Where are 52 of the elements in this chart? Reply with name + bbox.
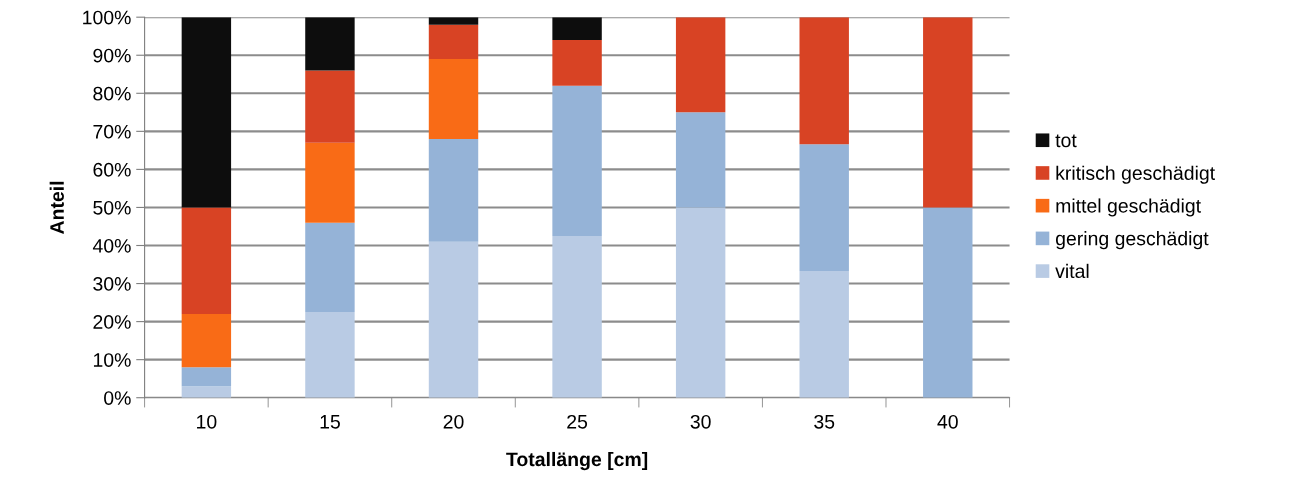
x-tick-label: 40 — [937, 414, 958, 429]
y-tick-label: 40% — [92, 238, 131, 253]
bar — [305, 70, 355, 143]
y-tick-label: 60% — [93, 162, 131, 177]
y-tick-label: 80% — [93, 86, 131, 101]
bar — [181, 367, 232, 387]
bar — [181, 207, 232, 314]
x-tick-label: 20 — [443, 414, 464, 429]
bar — [428, 17, 479, 25]
bar — [923, 17, 973, 208]
bar — [305, 17, 355, 71]
y-tick-label: 0% — [104, 391, 131, 405]
y-tick-label: 90% — [93, 48, 131, 63]
bar — [799, 17, 849, 145]
bar — [305, 222, 355, 313]
bar — [305, 142, 355, 223]
x-tick-label: 10 — [197, 414, 217, 429]
legend-label: mittel geschädigt — [1056, 198, 1201, 217]
y-tick-label: 10% — [93, 353, 131, 367]
bar — [675, 112, 726, 208]
bar — [923, 207, 973, 398]
x-tick-label: 35 — [814, 414, 835, 429]
y-axis-title: Anteil — [49, 181, 64, 234]
legend-label: gering geschädigt — [1055, 231, 1209, 250]
bar — [428, 241, 479, 398]
y-tick-label: 70% — [93, 124, 131, 139]
bar — [552, 235, 602, 398]
bar — [181, 17, 232, 208]
x-tick-label: 25 — [567, 414, 588, 429]
x-axis-title: Totallänge [cm] — [506, 451, 648, 471]
bar — [428, 24, 479, 60]
y-tick-label: 30% — [93, 277, 131, 291]
bar — [181, 386, 232, 398]
y-tick-label: 100% — [83, 10, 131, 25]
y-tick-label: 50% — [93, 200, 131, 215]
bar — [552, 85, 602, 236]
bar — [181, 313, 232, 368]
bar — [799, 271, 849, 398]
bar — [305, 312, 355, 398]
bar — [552, 17, 602, 41]
legend-label: tot — [1055, 134, 1077, 148]
bar — [552, 40, 602, 86]
legend-label: vital — [1055, 263, 1089, 279]
bar — [428, 138, 479, 242]
bar — [428, 59, 479, 139]
bar — [675, 17, 726, 113]
x-tick-label: 30 — [690, 414, 711, 429]
legend-label: kritisch geschädigt — [1056, 165, 1215, 184]
bar — [799, 144, 849, 271]
x-tick-label: 15 — [320, 415, 340, 429]
bar — [675, 207, 726, 398]
y-tick-label: 20% — [93, 315, 131, 329]
